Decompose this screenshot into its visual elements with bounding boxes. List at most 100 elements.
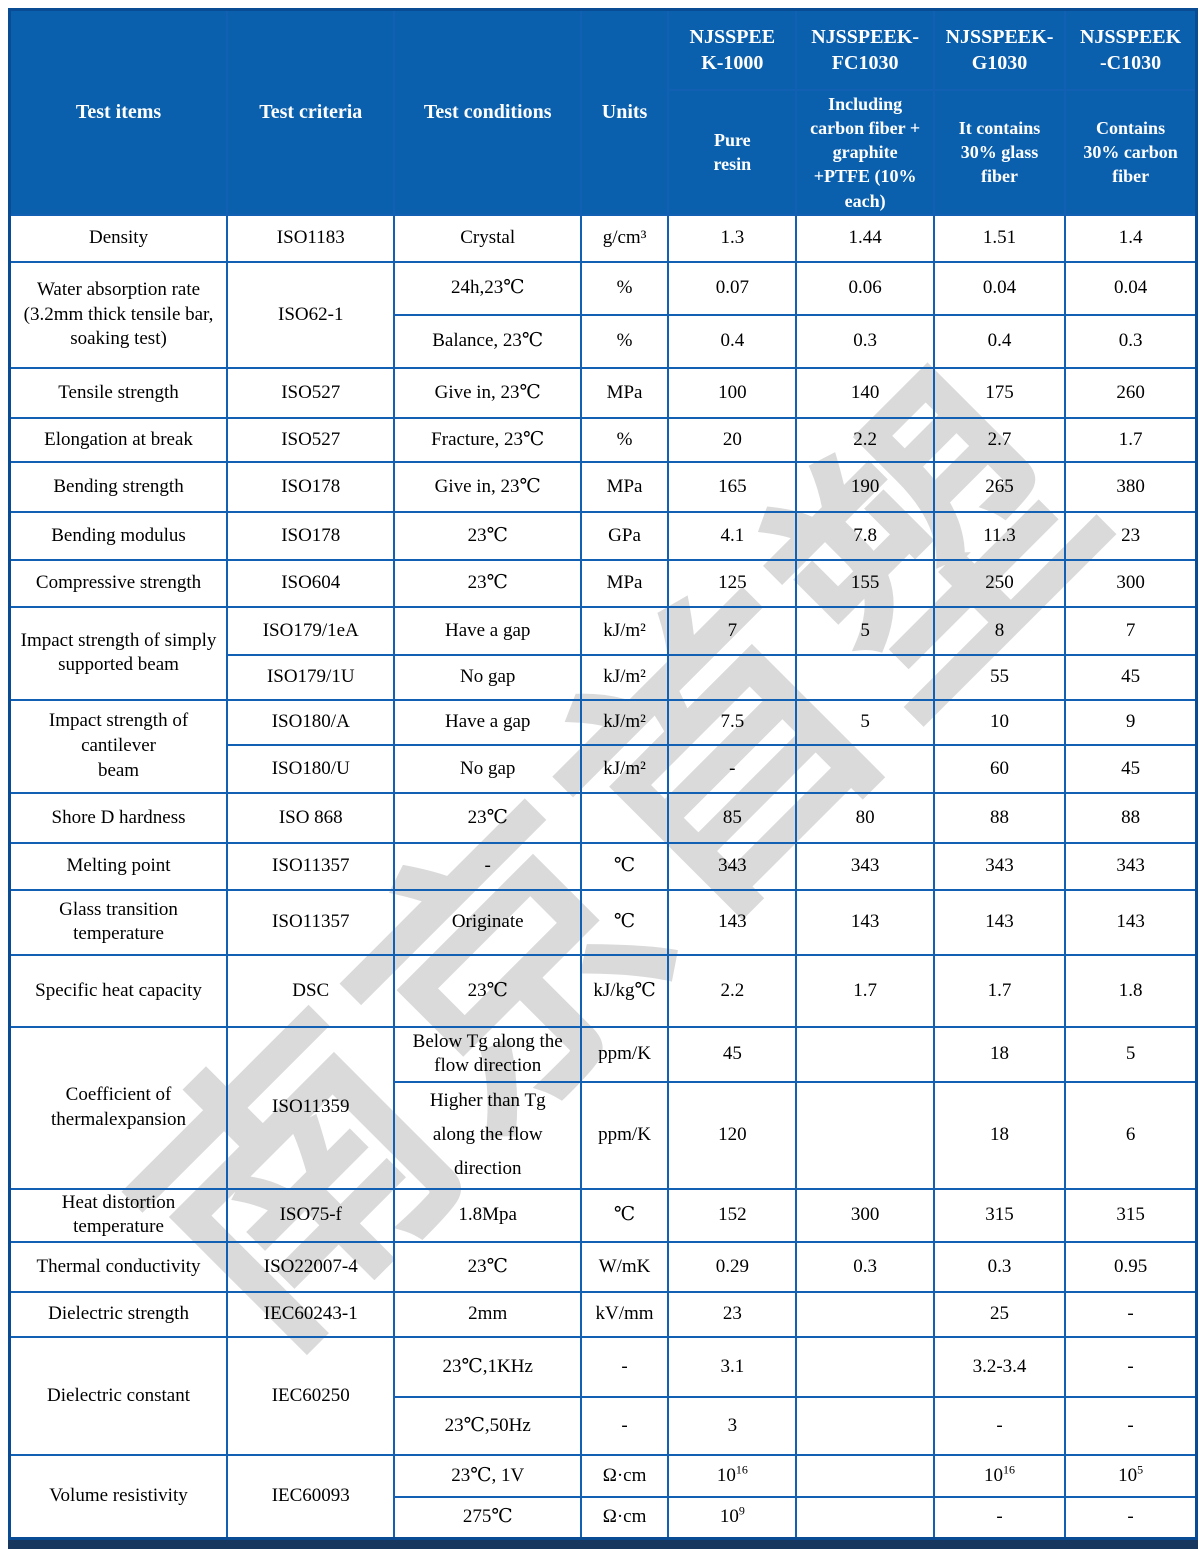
value-cell: 23: [667, 1290, 798, 1338]
value-cell: 300: [795, 1187, 935, 1243]
item-cell: Coefficient of thermalexpansion: [8, 1025, 229, 1190]
value-cell: 0.29: [667, 1240, 798, 1293]
table-row: Bending modulus ISO178 23℃ GPa 4.1 7.8 11.3 23: [8, 510, 1198, 561]
criteria-cell: ISO527: [226, 366, 396, 419]
criteria-cell: ISO11357: [226, 888, 396, 956]
unit-cell: kJ/m²: [579, 698, 670, 746]
value-cell: [667, 653, 798, 701]
criteria-cell: IEC60243-1: [226, 1290, 396, 1338]
condition-cell: 23℃: [393, 1240, 582, 1293]
unit-cell: kJ/m²: [579, 605, 670, 656]
value-cell: 343: [795, 841, 935, 891]
criteria-cell: ISO1183: [226, 213, 396, 263]
item-cell: Glass transition temperature: [8, 888, 229, 956]
condition-cell: 23℃: [393, 953, 582, 1028]
value-cell: 20: [667, 416, 798, 463]
condition-cell: No gap: [393, 743, 582, 794]
condition-cell: Higher than Tg along the flow direction: [393, 1080, 582, 1190]
value-cell: [795, 1025, 935, 1083]
value-cell: 0.07: [667, 260, 798, 316]
value-cell: 260: [1064, 366, 1198, 419]
product-desc-header: Including carbon fiber + graphite +PTFE …: [795, 88, 935, 216]
value-cell: [795, 1395, 935, 1456]
product-name-header: NJSSPEEK- FC1030: [795, 8, 935, 91]
value-cell: 250: [932, 558, 1067, 608]
value-cell: 0.95: [1064, 1240, 1198, 1293]
value-cell: 55: [932, 653, 1067, 701]
table-row: Elongation at break ISO527 Fracture, 23℃% 2…: [8, 416, 1198, 463]
condition-cell: Give in, 23℃: [393, 366, 582, 419]
value-cell: 45: [667, 1025, 798, 1083]
material-properties-table: Test items Test criteria Test conditions…: [8, 8, 1198, 1541]
condition-cell: Fracture, 23℃: [393, 416, 582, 463]
condition-cell: Below Tg along the flow direction: [393, 1025, 582, 1083]
unit-cell: ppm/K: [579, 1025, 670, 1083]
value-cell: 300: [1064, 558, 1198, 608]
condition-cell: Balance, 23℃: [393, 313, 582, 369]
value-cell: 125: [667, 558, 798, 608]
spec-sheet: 南京首塑 Test items Test criteria Test condi…: [8, 8, 1198, 1549]
unit-cell: ppm/K: [579, 1080, 670, 1190]
value-cell: 2.2: [667, 953, 798, 1028]
criteria-cell: DSC: [226, 953, 396, 1028]
header-row-descriptions: Pure resin Including carbon fiber + grap…: [10, 88, 1198, 216]
value-cell: 315: [1064, 1187, 1198, 1243]
value-cell: 2.2: [795, 416, 935, 463]
value-cell: 2.7: [932, 416, 1067, 463]
product-desc-header: Pure resin: [667, 88, 798, 216]
item-cell: Specific heat capacity: [8, 953, 229, 1028]
value-cell: [795, 743, 935, 794]
value-cell: 143: [932, 888, 1067, 956]
table-row: Balance, 23℃% 0.4 0.3 0.4 0.3: [10, 313, 1198, 369]
table-row: Dielectric constant IEC60250 23℃,1KHz -3.1 3…: [8, 1335, 1198, 1456]
value-cell: 88: [1064, 791, 1198, 844]
criteria-cell: ISO62-1: [226, 260, 396, 369]
col-header-units: Units: [579, 8, 670, 216]
item-cell: Bending modulus: [8, 510, 229, 561]
value-cell: 140: [795, 366, 935, 419]
value-cell: 175: [932, 366, 1067, 419]
value-cell: 0.04: [1064, 260, 1198, 316]
table-row: Specific heat capacity DSC 23℃ kJ/kg℃ 2.2 1.7…: [8, 953, 1198, 1028]
condition-cell: 23℃: [393, 791, 582, 844]
product-name-header: NJSSPEEK- G1030: [932, 8, 1067, 91]
bottom-accent-bar: [8, 1540, 1198, 1549]
criteria-cell: ISO178: [226, 460, 396, 513]
table-row: ISO180/U No gap kJ/m² - 60 45: [10, 743, 1198, 794]
table-row: Impact strength of cantilever beam ISO180…: [8, 698, 1198, 794]
header-row-names: Test items Test criteria Test conditions…: [8, 8, 1198, 216]
value-cell: 6: [1064, 1080, 1198, 1190]
product-name-header: NJSSPEE K-1000: [667, 8, 798, 91]
item-cell: Compressive strength: [8, 558, 229, 608]
value-cell: 1.7: [795, 953, 935, 1028]
value-cell: 0.4: [667, 313, 798, 369]
value-cell: 18: [932, 1080, 1067, 1190]
value-cell: 109: [667, 1495, 798, 1540]
value-cell: 1.44: [795, 213, 935, 263]
value-cell: 5: [1064, 1025, 1198, 1083]
value-cell: -: [932, 1395, 1067, 1456]
condition-cell: 23℃, 1V: [393, 1453, 582, 1498]
col-header-test-conditions: Test conditions: [393, 8, 582, 216]
criteria-cell: ISO180/A: [226, 698, 396, 746]
value-cell: -: [1064, 1335, 1198, 1398]
criteria-cell: ISO179/1U: [226, 653, 396, 701]
value-cell: 120: [667, 1080, 798, 1190]
value-cell: 343: [1064, 841, 1198, 891]
unit-cell: W/mK: [579, 1240, 670, 1293]
value-cell: 1.51: [932, 213, 1067, 263]
unit-cell: kJ/kg℃: [579, 953, 670, 1028]
unit-cell: -: [579, 1335, 670, 1398]
unit-cell: kJ/m²: [579, 653, 670, 701]
value-cell: 100: [667, 366, 798, 419]
value-cell: 88: [932, 791, 1067, 844]
value-cell: [795, 1335, 935, 1398]
unit-cell: %: [579, 416, 670, 463]
value-cell: 1.7: [1064, 416, 1198, 463]
value-cell: 315: [932, 1187, 1067, 1243]
value-cell: 343: [667, 841, 798, 891]
value-cell: 1.7: [932, 953, 1067, 1028]
value-cell: 1016: [932, 1453, 1067, 1498]
value-cell: 11.3: [932, 510, 1067, 561]
value-cell: 380: [1064, 460, 1198, 513]
